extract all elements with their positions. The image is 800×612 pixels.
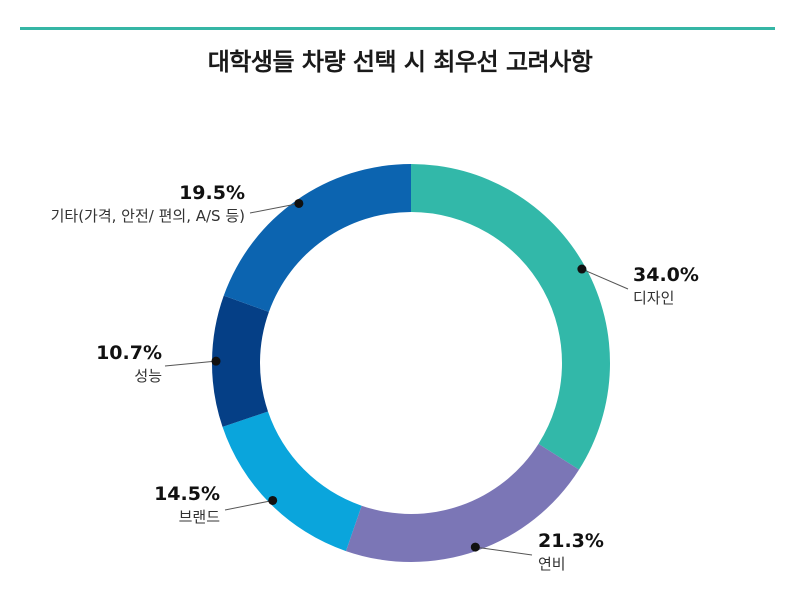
leader-line-performance xyxy=(164,360,217,367)
slice-design xyxy=(411,164,610,470)
data-label-other-name: 기타(가격, 안전/ 편의, A/S 등) xyxy=(50,206,245,225)
slice-performance xyxy=(212,295,269,427)
leader-dot-brand xyxy=(268,495,278,505)
leader-line-other xyxy=(249,202,299,214)
leader-line-brand xyxy=(224,499,273,511)
data-label-fuel-efficiency-name: 연비 xyxy=(538,554,566,573)
chart-title: 대학생들 차량 선택 시 최우선 고려사항 xyxy=(207,48,593,76)
slice-other xyxy=(223,164,411,312)
data-label-brand-value: 14.5% xyxy=(154,483,220,505)
callout-other: 19.5% 기타(가격, 안전/ 편의, A/S 등) xyxy=(50,182,245,225)
callout-performance: 10.7% 성능 xyxy=(96,342,162,385)
callout-design: 34.0% 디자인 xyxy=(633,264,699,307)
top-rule xyxy=(20,27,775,30)
slice-fuel-efficiency xyxy=(345,443,580,562)
data-label-design-value: 34.0% xyxy=(633,264,699,286)
callout-brand: 14.5% 브랜드 xyxy=(154,483,220,526)
data-label-fuel-efficiency-value: 21.3% xyxy=(538,530,604,552)
callout-fuel-efficiency: 21.3% 연비 xyxy=(538,530,604,573)
leader-dot-other xyxy=(294,198,304,208)
leader-line-design xyxy=(581,268,629,290)
data-label-brand-name: 브랜드 xyxy=(178,507,220,526)
data-label-other-value: 19.5% xyxy=(179,182,245,204)
data-label-performance-name: 성능 xyxy=(134,366,162,385)
leader-dot-design xyxy=(577,264,587,274)
leader-line-fuel-efficiency xyxy=(475,546,533,556)
data-label-design-name: 디자인 xyxy=(633,288,675,307)
leader-dot-fuel-efficiency xyxy=(470,542,480,552)
data-label-performance-value: 10.7% xyxy=(96,342,162,364)
slice-brand xyxy=(222,411,362,552)
leader-dot-performance xyxy=(211,356,221,366)
